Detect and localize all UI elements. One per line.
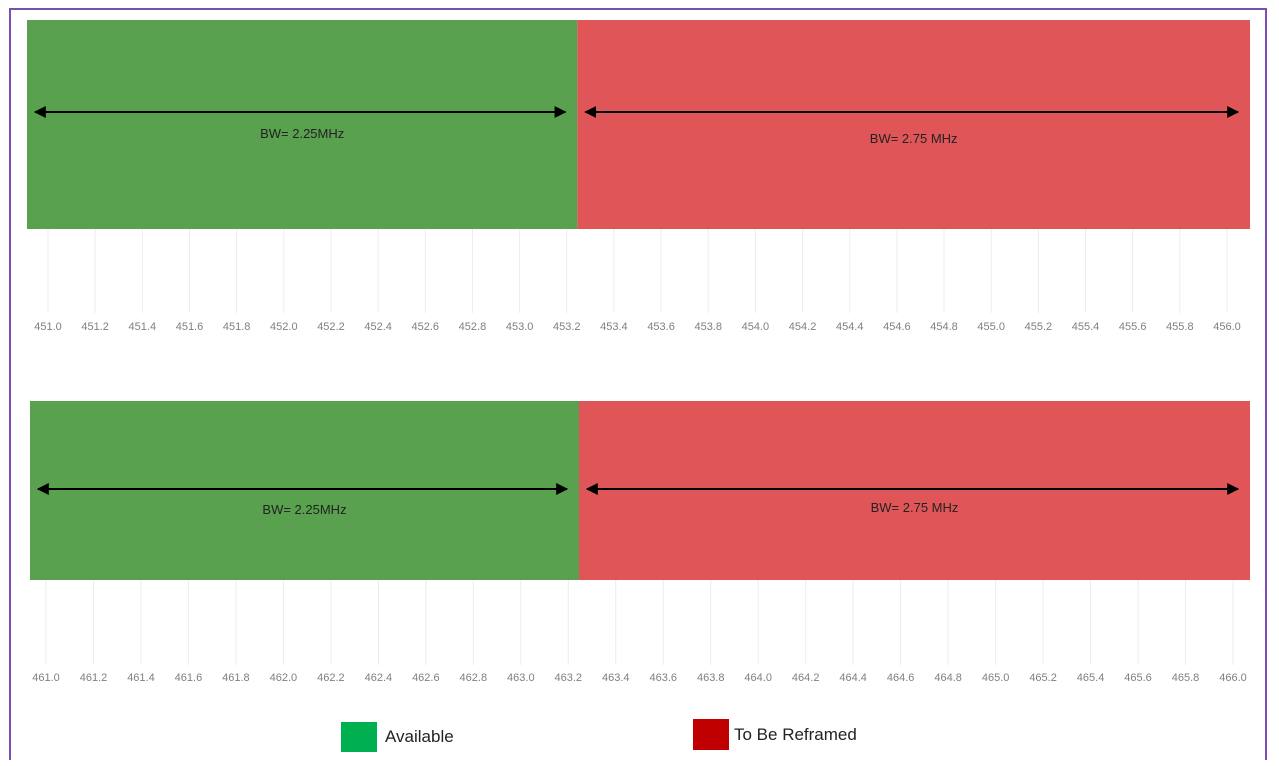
chart-1: BW= 2.25MHz BW= 2.75 MHz 451.0 451.2 451.4 45… bbox=[27, 20, 1250, 333]
bar-segment-to-be-reframed bbox=[577, 20, 1250, 229]
x-tick-label: 462.2 bbox=[317, 672, 345, 684]
legend-swatch-to-be-reframed bbox=[693, 719, 729, 750]
x-tick-label: 463.0 bbox=[507, 672, 535, 684]
x-tick-label: 454.8 bbox=[930, 321, 958, 333]
x-tick-label: 451.4 bbox=[129, 321, 157, 333]
x-tick-label: 464.6 bbox=[887, 672, 915, 684]
x-tick-label: 461.0 bbox=[32, 672, 60, 684]
x-tick-label: 452.2 bbox=[317, 321, 345, 333]
x-tick-label: 461.4 bbox=[127, 672, 155, 684]
x-tick-label: 451.6 bbox=[176, 321, 204, 333]
x-tick-label: 452.8 bbox=[459, 321, 487, 333]
bandwidth-label: BW= 2.25MHz bbox=[260, 126, 344, 141]
x-tick-label: 462.0 bbox=[270, 672, 298, 684]
x-tick-label: 464.2 bbox=[792, 672, 820, 684]
x-tick-label: 455.6 bbox=[1119, 321, 1147, 333]
x-tick-label: 452.6 bbox=[412, 321, 440, 333]
x-tick-label: 453.6 bbox=[647, 321, 675, 333]
x-tick-label: 462.8 bbox=[460, 672, 488, 684]
x-tick-label: 452.0 bbox=[270, 321, 298, 333]
legend: Available To Be Reframed bbox=[341, 719, 857, 752]
x-tick-label: 463.8 bbox=[697, 672, 725, 684]
bar-segment-to-be-reframed bbox=[579, 401, 1250, 580]
x-tick-label: 452.4 bbox=[364, 321, 392, 333]
x-tick-label: 463.2 bbox=[555, 672, 583, 684]
legend-label-to-be-reframed: To Be Reframed bbox=[734, 725, 857, 744]
x-tick-label: 463.4 bbox=[602, 672, 630, 684]
x-tick-label: 454.0 bbox=[742, 321, 770, 333]
x-tick-label: 465.4 bbox=[1077, 672, 1105, 684]
x-tick-label: 465.8 bbox=[1172, 672, 1200, 684]
x-tick-label: 455.0 bbox=[977, 321, 1005, 333]
bandwidth-label: BW= 2.75 MHz bbox=[870, 131, 958, 146]
x-tick-label: 466.0 bbox=[1219, 672, 1247, 684]
x-tick-label: 461.8 bbox=[222, 672, 250, 684]
x-tick-label: 465.6 bbox=[1124, 672, 1152, 684]
bandwidth-label: BW= 2.25MHz bbox=[262, 502, 346, 517]
x-tick-label: 453.2 bbox=[553, 321, 581, 333]
x-tick-label: 464.8 bbox=[934, 672, 962, 684]
bar-segment-available bbox=[27, 20, 578, 229]
x-tick-label: 454.2 bbox=[789, 321, 817, 333]
x-tick-label: 451.2 bbox=[81, 321, 109, 333]
x-tick-label: 465.2 bbox=[1029, 672, 1057, 684]
x-tick-label: 453.8 bbox=[694, 321, 722, 333]
x-tick-label: 451.8 bbox=[223, 321, 251, 333]
x-tick-label: 455.4 bbox=[1072, 321, 1100, 333]
x-tick-label: 463.6 bbox=[649, 672, 677, 684]
chart-frame bbox=[9, 8, 1267, 760]
x-tick-label: 465.0 bbox=[982, 672, 1010, 684]
bar-segment-available bbox=[30, 401, 579, 580]
x-tick-label: 456.0 bbox=[1213, 321, 1241, 333]
x-tick-label: 453.0 bbox=[506, 321, 534, 333]
x-tick-label: 464.4 bbox=[839, 672, 867, 684]
chart-2: BW= 2.25MHz BW= 2.75 MHz 461.0 461.2 461.4 46… bbox=[30, 401, 1250, 684]
x-tick-label: 454.6 bbox=[883, 321, 911, 333]
x-tick-label: 461.6 bbox=[175, 672, 203, 684]
x-tick-label: 462.4 bbox=[365, 672, 393, 684]
legend-label-available: Available bbox=[385, 727, 454, 746]
x-tick-label: 454.4 bbox=[836, 321, 864, 333]
x-tick-label: 451.0 bbox=[34, 321, 62, 333]
x-tick-label: 462.6 bbox=[412, 672, 440, 684]
x-tick-label: 464.0 bbox=[744, 672, 772, 684]
legend-swatch-available bbox=[341, 722, 377, 752]
bandwidth-label: BW= 2.75 MHz bbox=[871, 500, 959, 515]
x-tick-label: 461.2 bbox=[80, 672, 108, 684]
x-tick-label: 455.2 bbox=[1025, 321, 1053, 333]
x-tick-label: 455.8 bbox=[1166, 321, 1194, 333]
x-tick-label: 453.4 bbox=[600, 321, 628, 333]
